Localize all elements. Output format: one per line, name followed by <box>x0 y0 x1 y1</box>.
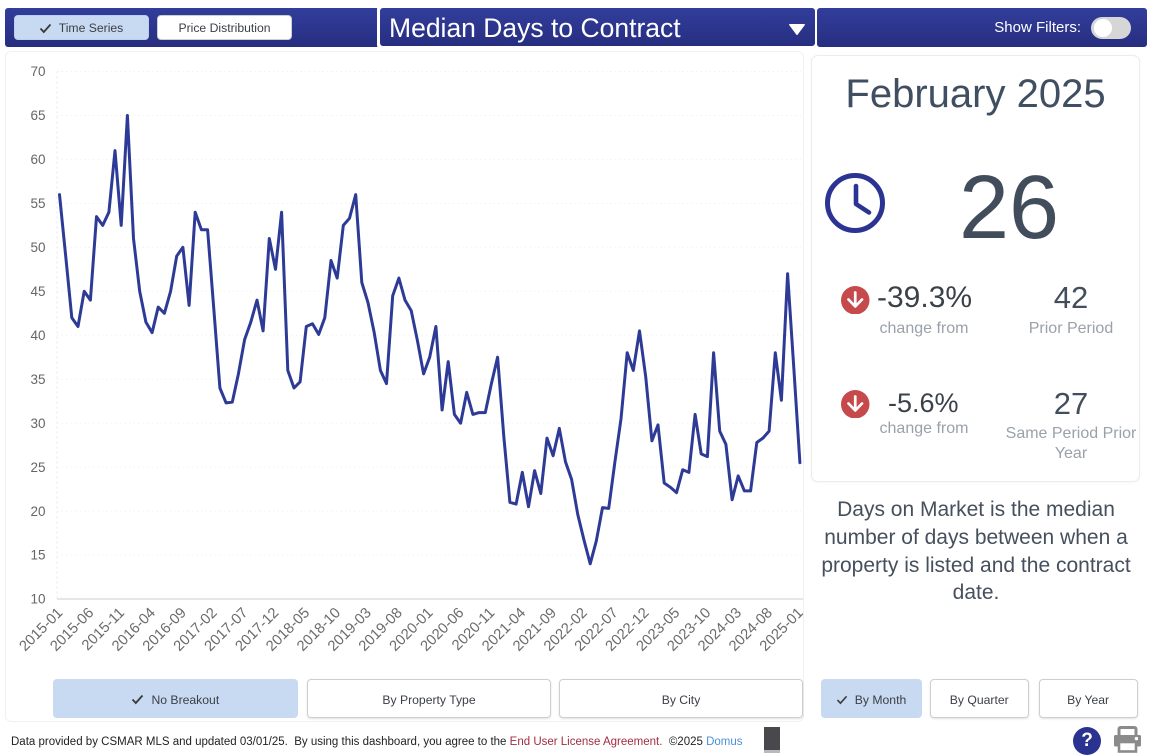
svg-text:10: 10 <box>30 592 45 607</box>
svg-text:30: 30 <box>30 416 45 431</box>
svg-text:70: 70 <box>30 64 45 79</box>
svg-text:40: 40 <box>30 328 45 343</box>
svg-text:65: 65 <box>30 108 45 123</box>
svg-text:25: 25 <box>30 460 45 475</box>
svg-text:15: 15 <box>30 548 45 563</box>
svg-text:45: 45 <box>30 284 45 299</box>
svg-text:50: 50 <box>30 240 45 255</box>
svg-text:35: 35 <box>30 372 45 387</box>
svg-text:55: 55 <box>30 196 45 211</box>
svg-text:20: 20 <box>30 504 45 519</box>
svg-text:60: 60 <box>30 152 45 167</box>
